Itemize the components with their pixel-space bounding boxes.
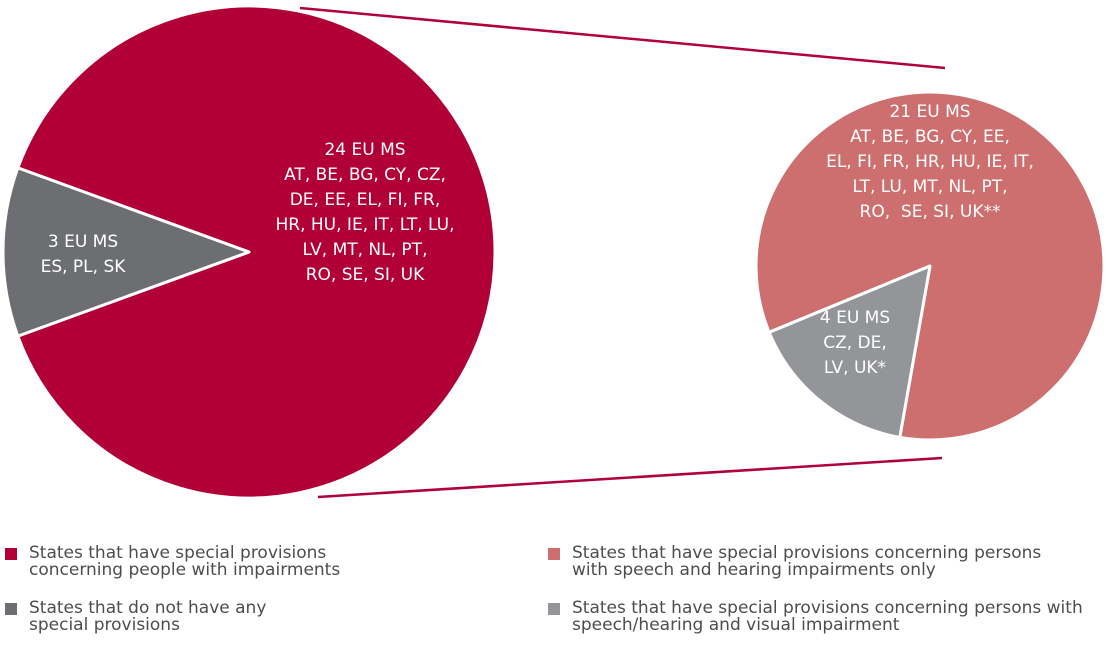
- slice-detail: AT, BE, BG, CY, CZ,: [284, 165, 446, 185]
- slice-detail: LV, UK*: [824, 358, 886, 378]
- pie-slice: [1, 166, 251, 338]
- legend-label: States that do not have any special prov…: [29, 598, 267, 635]
- slice-label: 21 EU MS: [889, 102, 970, 122]
- legend-label: States that have special provisions conc…: [572, 598, 1083, 635]
- legend-label: States that have special provisions conc…: [29, 543, 341, 580]
- pie-slice: [16, 4, 497, 500]
- legend-swatch: [548, 548, 560, 560]
- slice-detail: ES, PL, SK: [41, 257, 127, 277]
- legend-swatch: [548, 603, 560, 615]
- slice-detail: HR, HU, IE, IT, LT, LU,: [276, 215, 455, 235]
- slice-detail: RO, SE, SI, UK: [306, 265, 425, 285]
- legend-swatch: [5, 548, 17, 560]
- slice-detail: LT, LU, MT, NL, PT,: [852, 177, 1007, 197]
- legend-swatch: [5, 603, 17, 615]
- slice-label: 4 EU MS: [820, 308, 890, 328]
- slice-detail: CZ, DE,: [823, 333, 887, 353]
- legend-label: States that have special provisions conc…: [572, 543, 1042, 580]
- slice-detail: AT, BE, BG, CY, EE,: [850, 127, 1010, 147]
- connector-line: [299, 6, 946, 70]
- slice-detail: EL, FI, FR, HR, HU, IE, IT,: [826, 152, 1034, 172]
- slice-detail: RO, SE, SI, UK**: [860, 202, 1001, 222]
- slice-label: 24 EU MS: [324, 140, 405, 160]
- slice-detail: DE, EE, EL, FI, FR,: [290, 190, 441, 210]
- slice-label: 3 EU MS: [48, 232, 118, 252]
- pie-slice: [767, 264, 932, 439]
- slice-detail: LV, MT, NL, PT,: [303, 240, 428, 260]
- connector-line: [317, 456, 943, 499]
